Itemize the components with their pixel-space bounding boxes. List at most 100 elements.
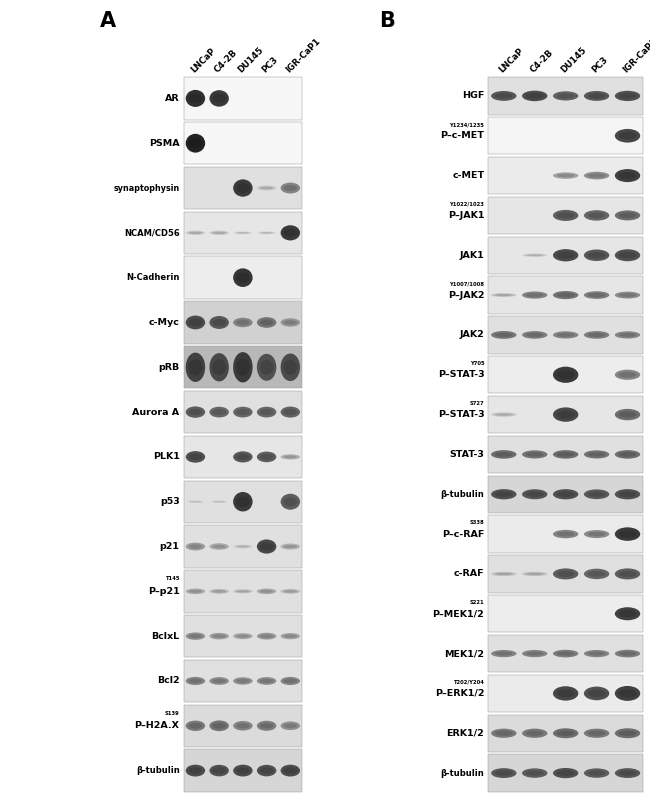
Text: c-Myc: c-Myc <box>149 318 179 327</box>
Text: STAT-3: STAT-3 <box>449 450 484 459</box>
Bar <box>183 570 302 613</box>
Ellipse shape <box>186 633 205 640</box>
Ellipse shape <box>526 573 543 575</box>
Ellipse shape <box>209 91 229 107</box>
Text: T202/Y204: T202/Y204 <box>454 680 484 685</box>
Bar <box>488 276 643 314</box>
Ellipse shape <box>615 728 640 739</box>
Ellipse shape <box>491 729 517 738</box>
Ellipse shape <box>553 650 578 658</box>
Text: PLK1: PLK1 <box>153 453 179 461</box>
Ellipse shape <box>257 407 276 417</box>
Ellipse shape <box>557 212 575 219</box>
Ellipse shape <box>209 500 229 503</box>
Ellipse shape <box>236 454 250 460</box>
Ellipse shape <box>233 765 253 776</box>
Ellipse shape <box>186 316 205 329</box>
Ellipse shape <box>283 185 297 191</box>
Ellipse shape <box>233 179 253 197</box>
Ellipse shape <box>557 532 575 537</box>
Text: S221: S221 <box>469 600 484 605</box>
Ellipse shape <box>615 527 640 541</box>
Ellipse shape <box>213 409 226 415</box>
Ellipse shape <box>257 231 276 235</box>
Ellipse shape <box>553 210 578 221</box>
Ellipse shape <box>584 450 609 458</box>
Ellipse shape <box>209 677 229 685</box>
Ellipse shape <box>233 678 253 685</box>
Ellipse shape <box>553 332 578 339</box>
Ellipse shape <box>188 723 202 729</box>
Ellipse shape <box>522 292 547 299</box>
Ellipse shape <box>281 589 300 594</box>
Ellipse shape <box>283 678 297 683</box>
Bar <box>183 301 302 344</box>
Ellipse shape <box>260 542 274 550</box>
Ellipse shape <box>619 651 636 656</box>
Ellipse shape <box>619 213 636 218</box>
Ellipse shape <box>495 294 513 296</box>
Ellipse shape <box>281 722 300 730</box>
Ellipse shape <box>588 333 606 337</box>
Bar <box>488 197 643 234</box>
Text: P–c-MET: P–c-MET <box>441 131 484 140</box>
Ellipse shape <box>526 333 543 337</box>
Ellipse shape <box>526 771 543 775</box>
Ellipse shape <box>257 354 276 380</box>
Ellipse shape <box>209 589 229 594</box>
Ellipse shape <box>236 232 250 234</box>
Ellipse shape <box>553 489 578 499</box>
Ellipse shape <box>526 731 543 736</box>
Ellipse shape <box>584 91 609 101</box>
Text: NCAM/CD56: NCAM/CD56 <box>124 228 179 237</box>
Ellipse shape <box>281 677 300 685</box>
Text: S139: S139 <box>165 710 179 716</box>
Ellipse shape <box>619 412 636 417</box>
Ellipse shape <box>553 91 578 100</box>
Ellipse shape <box>209 316 229 329</box>
Ellipse shape <box>615 129 640 143</box>
Ellipse shape <box>619 771 636 776</box>
Ellipse shape <box>615 607 640 620</box>
Ellipse shape <box>619 530 636 537</box>
Bar <box>488 356 643 393</box>
Ellipse shape <box>260 409 274 415</box>
Ellipse shape <box>260 767 274 774</box>
Ellipse shape <box>213 501 226 503</box>
Ellipse shape <box>281 353 300 381</box>
Ellipse shape <box>619 333 636 337</box>
Bar <box>488 436 643 473</box>
Bar <box>183 750 302 792</box>
Ellipse shape <box>283 723 297 728</box>
Bar <box>183 167 302 209</box>
Ellipse shape <box>522 254 547 257</box>
Bar <box>183 346 302 388</box>
Ellipse shape <box>619 172 636 179</box>
Ellipse shape <box>233 407 253 417</box>
Ellipse shape <box>188 634 202 638</box>
Text: HGF: HGF <box>462 91 484 100</box>
Ellipse shape <box>233 492 253 512</box>
Text: p21: p21 <box>159 542 179 551</box>
Ellipse shape <box>233 721 253 731</box>
Ellipse shape <box>213 634 226 638</box>
Ellipse shape <box>188 767 202 774</box>
Ellipse shape <box>557 771 575 776</box>
Ellipse shape <box>491 331 517 339</box>
Ellipse shape <box>281 318 300 327</box>
Text: β-tubulin: β-tubulin <box>441 769 484 778</box>
Bar <box>488 674 643 712</box>
Ellipse shape <box>188 501 202 503</box>
Ellipse shape <box>209 633 229 639</box>
Ellipse shape <box>619 132 636 139</box>
Ellipse shape <box>553 686 578 701</box>
Text: pRB: pRB <box>159 363 179 372</box>
Ellipse shape <box>260 590 274 593</box>
Ellipse shape <box>188 359 202 376</box>
Ellipse shape <box>257 721 276 731</box>
Ellipse shape <box>281 407 300 417</box>
Text: β-tubulin: β-tubulin <box>136 766 179 775</box>
Ellipse shape <box>213 545 226 549</box>
Text: JAK2: JAK2 <box>460 331 484 340</box>
Text: C4-2B: C4-2B <box>528 47 555 74</box>
